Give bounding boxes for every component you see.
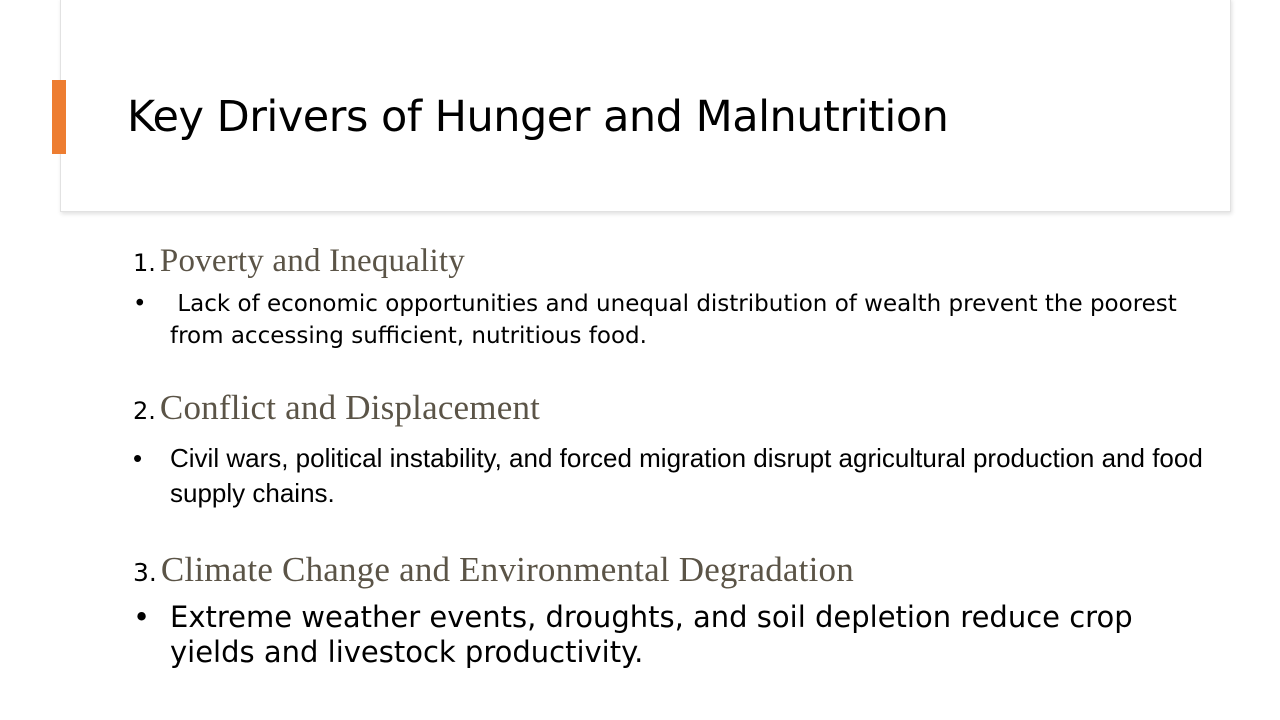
bullet-text: Extreme weather events, droughts, and so… [170,600,1133,669]
bullet-icon: • [133,443,143,473]
section-heading: Climate Change and Environmental Degrada… [160,550,854,589]
slide-title: Key Drivers of Hunger and Malnutrition [127,92,949,142]
accent-bar [52,80,66,154]
section-conflict-and-displacement: 2. Conflict and Displacement • Civil war… [133,386,1223,511]
section-poverty-and-inequality: 1. Poverty and Inequality • Lack of econ… [133,240,1223,352]
section-number: 1. [133,249,156,277]
section-heading-row: 1. Poverty and Inequality [133,240,1223,288]
section-climate-change: 3. Climate Change and Environmental Degr… [133,547,1223,670]
section-number: 2. [133,397,156,425]
section-heading-row: 3. Climate Change and Environmental Degr… [133,547,1223,600]
section-heading: Poverty and Inequality [159,243,465,279]
section-heading-row: 2. Conflict and Displacement [133,386,1223,437]
bullet-text: Civil wars, political instability, and f… [170,443,1203,508]
bullet-text: Lack of economic opportunities and unequ… [170,291,1185,349]
title-box [60,0,1231,212]
bullet-item: • Civil wars, political instability, and… [133,441,1223,511]
bullet-icon: • [133,291,147,317]
bullet-icon: • [133,600,151,634]
section-number: 3. [133,558,157,587]
bullet-item: • Extreme weather events, droughts, and … [133,600,1223,670]
section-heading: Conflict and Displacement [159,388,541,427]
bullet-item: • Lack of economic opportunities and une… [133,288,1223,352]
